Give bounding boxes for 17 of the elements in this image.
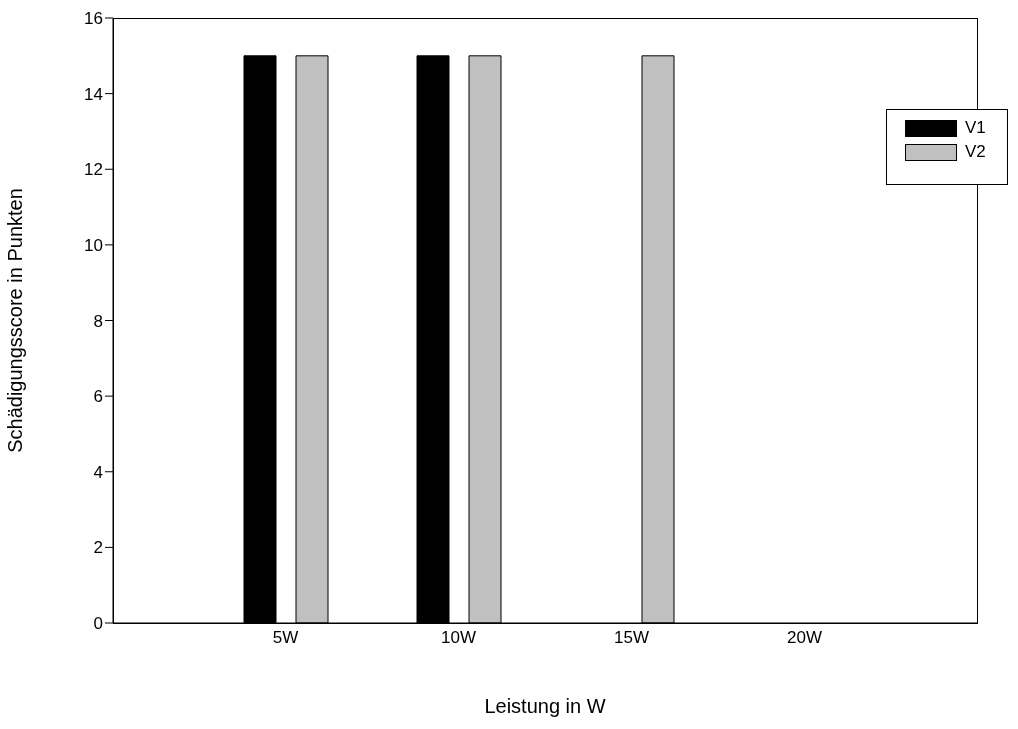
y-tick-label: 16 [84,9,103,29]
legend-label: V1 [965,118,986,138]
x-tick-label: 15W [614,628,649,648]
y-axis-title: Schädigungsscore in Punkten [4,188,27,453]
y-tick-label: 4 [93,462,103,482]
x-tick-label: 10W [441,628,476,648]
y-tick-label: 14 [84,84,103,104]
x-tick-label: 20W [787,628,822,648]
x-tick-label: 5W [272,628,299,648]
y-tick-label: 8 [93,311,103,331]
y-tick-label: 10 [84,235,103,255]
y-tick-label: 6 [93,387,103,407]
y-tick-label: 2 [93,538,103,558]
y-tick-label: 12 [84,160,103,180]
x-axis-title: Leistung in W [484,695,606,717]
y-tick-label: 0 [93,614,103,634]
legend-label: V2 [965,142,986,162]
